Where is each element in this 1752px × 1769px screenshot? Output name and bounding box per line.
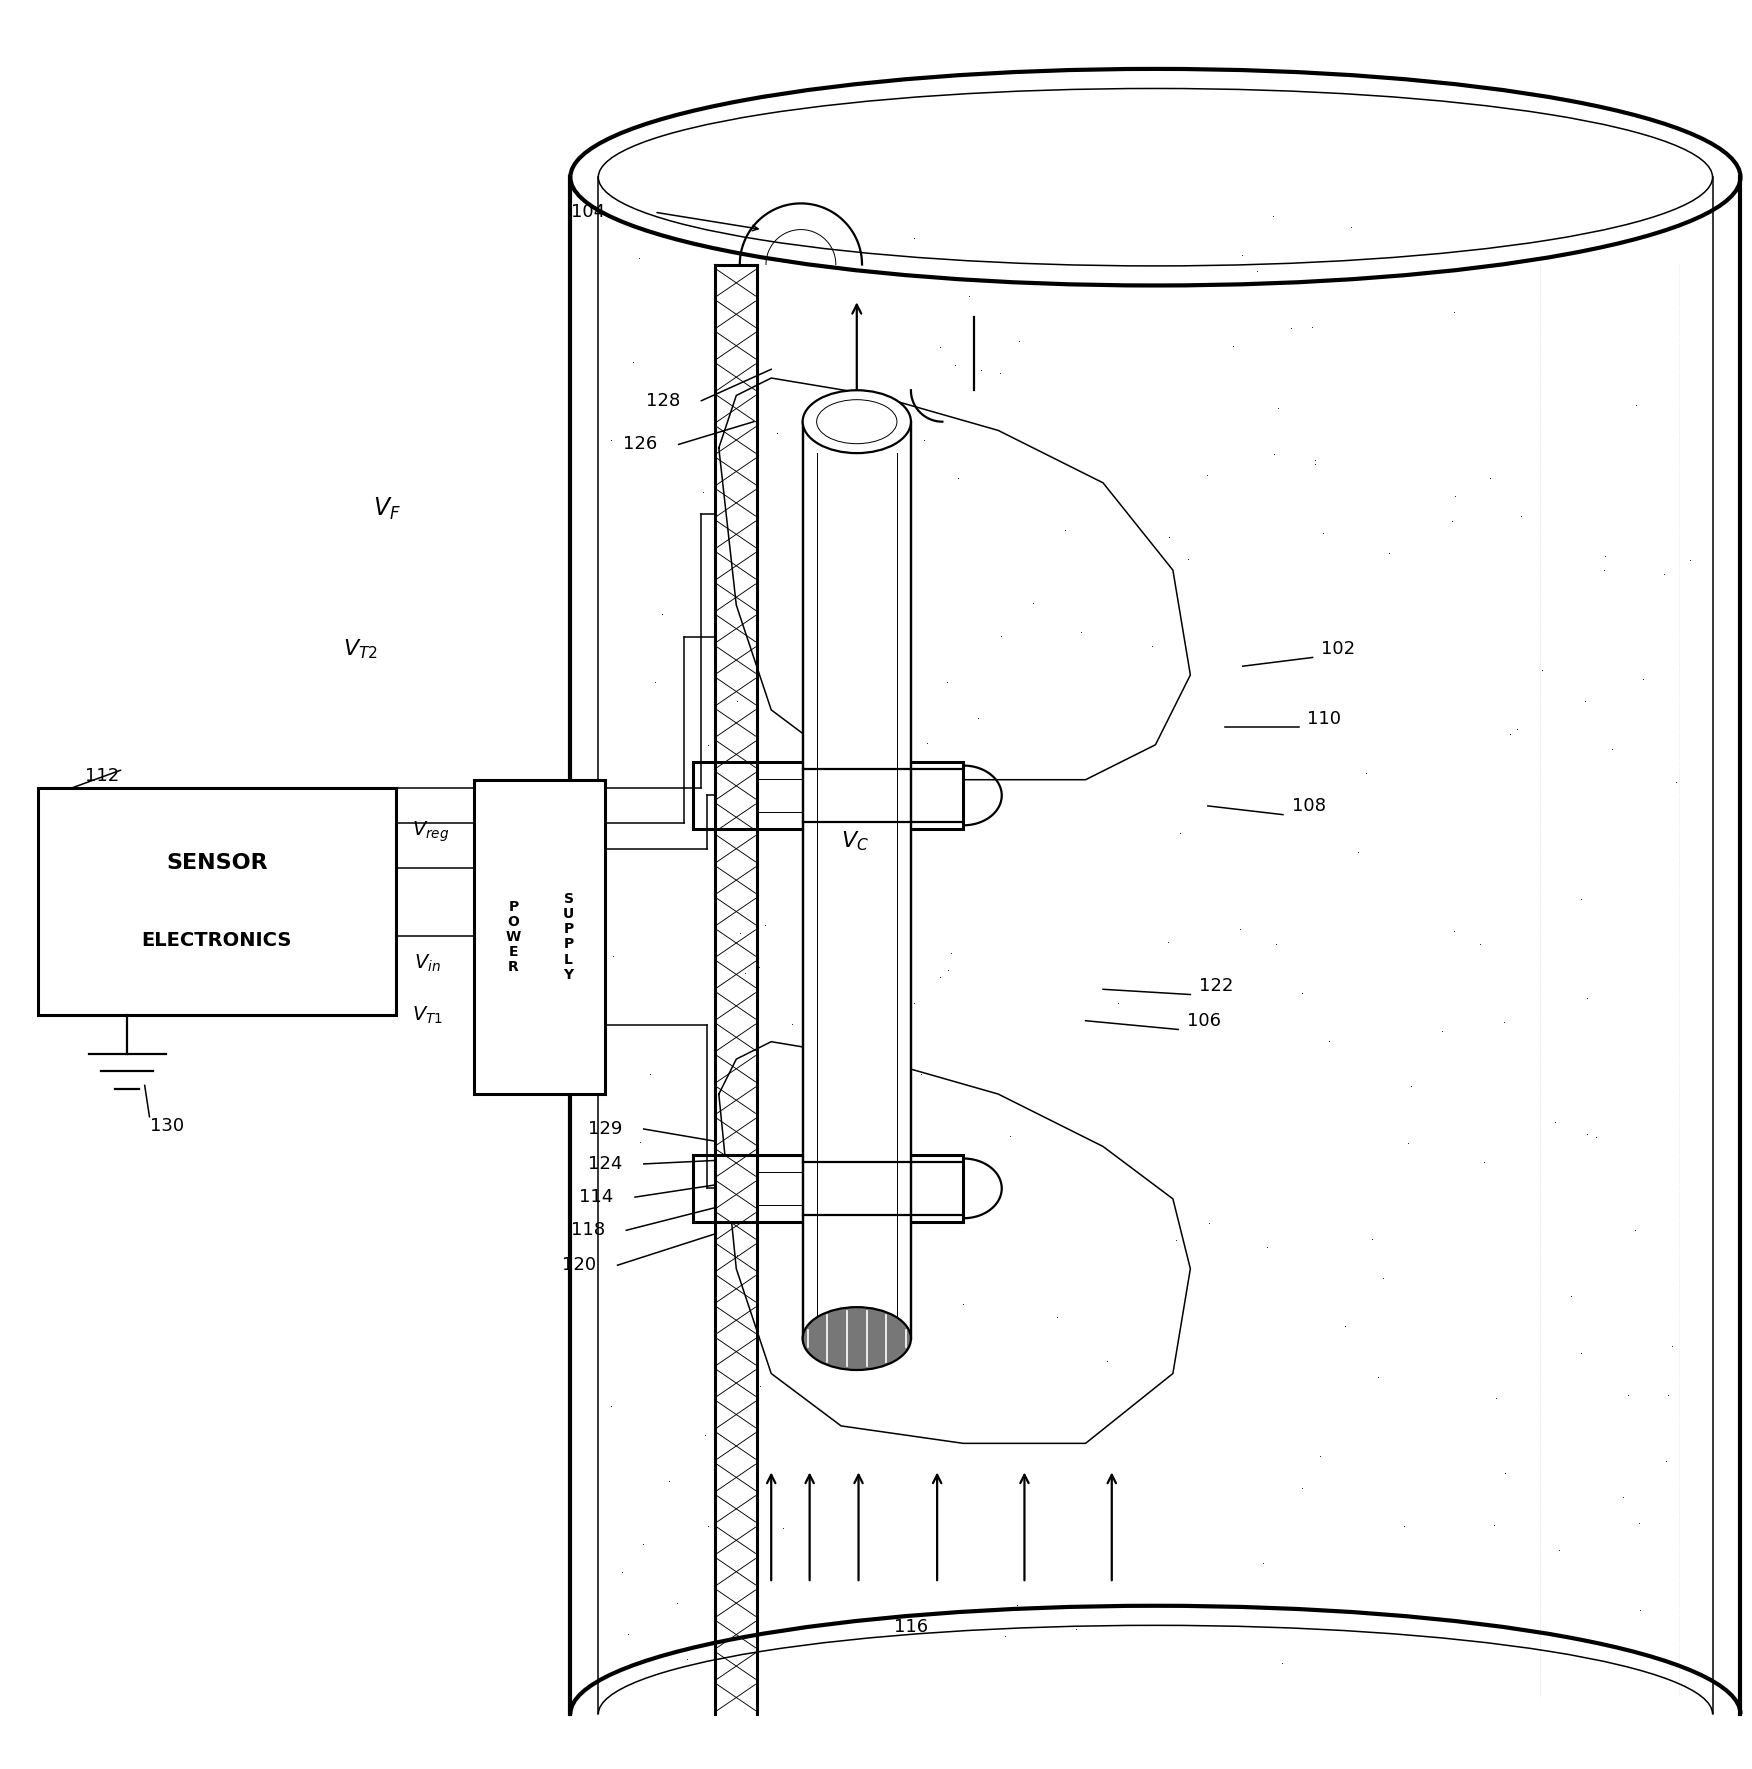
FancyBboxPatch shape xyxy=(475,780,604,1093)
Text: 106: 106 xyxy=(1186,1012,1221,1030)
FancyBboxPatch shape xyxy=(802,421,911,1339)
Text: 124: 124 xyxy=(589,1155,622,1173)
Text: S
U
P
P
L
Y: S U P P L Y xyxy=(562,892,575,982)
Text: 110: 110 xyxy=(1307,709,1342,727)
Text: 126: 126 xyxy=(624,435,657,453)
Text: 120: 120 xyxy=(562,1256,596,1274)
FancyBboxPatch shape xyxy=(39,789,396,1015)
Text: 114: 114 xyxy=(580,1189,613,1206)
Text: $V_{T1}$: $V_{T1}$ xyxy=(412,1005,443,1026)
Text: 108: 108 xyxy=(1291,796,1326,816)
Text: 122: 122 xyxy=(1198,976,1233,994)
Ellipse shape xyxy=(802,391,911,453)
Text: 130: 130 xyxy=(151,1116,184,1134)
Text: 116: 116 xyxy=(894,1617,929,1636)
Text: P
O
W
E
R: P O W E R xyxy=(506,900,522,975)
Ellipse shape xyxy=(802,1307,911,1369)
FancyBboxPatch shape xyxy=(692,1155,964,1222)
Text: $V_C$: $V_C$ xyxy=(841,830,869,853)
Text: 102: 102 xyxy=(1321,640,1356,658)
Text: $V_{reg}$: $V_{reg}$ xyxy=(412,819,450,844)
Text: 128: 128 xyxy=(646,391,680,410)
Text: $V_{in}$: $V_{in}$ xyxy=(413,952,440,973)
Text: 104: 104 xyxy=(571,203,604,221)
Text: 118: 118 xyxy=(571,1221,604,1240)
FancyBboxPatch shape xyxy=(692,762,964,828)
Text: 129: 129 xyxy=(589,1120,622,1137)
Text: 112: 112 xyxy=(86,768,119,785)
Text: $V_{T2}$: $V_{T2}$ xyxy=(343,637,378,660)
Text: ELECTRONICS: ELECTRONICS xyxy=(142,930,293,950)
Text: SENSOR: SENSOR xyxy=(166,853,268,874)
Text: $V_F$: $V_F$ xyxy=(373,495,401,522)
